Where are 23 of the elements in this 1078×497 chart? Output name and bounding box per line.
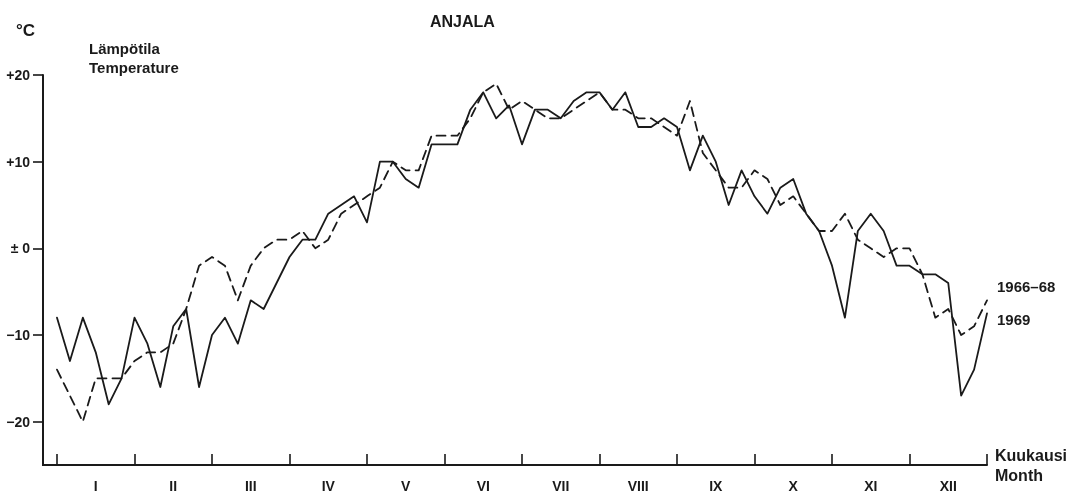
x-tick-label: X (788, 478, 799, 494)
x-tick-label: XII (939, 478, 957, 494)
x-tick-label: III (244, 478, 257, 494)
series-label: 1966–68 (997, 277, 1056, 295)
x-tick-label: II (169, 478, 178, 494)
y-tick-label: +10 (6, 153, 31, 170)
series-label: 1969 (997, 310, 1031, 328)
y-tick-label: +20 (6, 67, 31, 83)
x-tick-label: XI (864, 478, 878, 494)
y-tick-label: ± 0 (10, 240, 31, 257)
y-tick-label: −10 (6, 327, 31, 343)
y-tick-label: −20 (6, 413, 31, 430)
x-tick-label: VIII (627, 478, 649, 494)
x-tick-label: IV (321, 478, 336, 494)
x-tick-label: IX (709, 478, 724, 494)
x-tick-label: V (401, 478, 412, 494)
chart-title: ANJALA (430, 12, 496, 30)
x-axis-title: Kuukausi Month (995, 446, 1068, 484)
text: °C (16, 21, 36, 40)
x-tick-label: I (93, 478, 98, 494)
x-tick-label: VI (476, 478, 490, 494)
y-axis-title: Lämpötila Temperature (89, 40, 179, 76)
x-tick-label: VII (552, 478, 570, 494)
